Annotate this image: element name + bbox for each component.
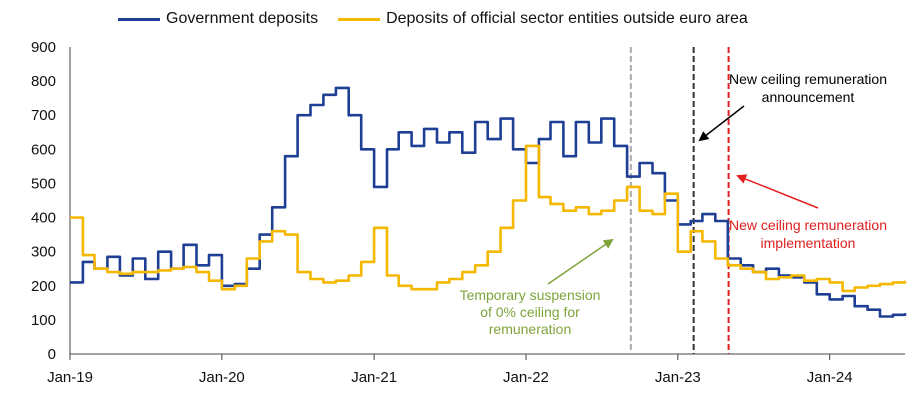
y-axis: 0 100 200 300 400 500 600 700 800 900	[31, 39, 71, 363]
annotations: New ceiling remuneration announcement New …	[460, 71, 887, 337]
implementation-annotation: New ceiling remuneration implementation	[729, 217, 887, 251]
y-tick-label: 400	[31, 210, 56, 227]
y-tick-label: 700	[31, 107, 56, 124]
event-lines	[629, 47, 730, 354]
legend-item-official-sector: Deposits of official sector entities out…	[338, 10, 748, 28]
legend-swatch-government	[118, 17, 160, 21]
x-tick-label: Jan-20	[199, 369, 245, 386]
y-tick-label: 200	[31, 278, 56, 295]
legend-item-government: Government deposits	[118, 10, 318, 28]
x-tick-label: Jan-19	[47, 369, 93, 386]
x-tick-label: Jan-21	[351, 369, 397, 386]
series-government-deposits	[70, 86, 907, 318]
legend-swatch-official-sector	[338, 17, 381, 21]
y-tick-label: 600	[31, 141, 56, 158]
y-tick-label: 800	[31, 73, 56, 90]
legend-label-government: Government deposits	[166, 10, 319, 27]
series-lines	[70, 86, 907, 318]
announcement-annotation-arrow	[698, 105, 745, 142]
legend: Government deposits Deposits of official…	[118, 10, 768, 28]
y-tick-label: 500	[31, 175, 56, 192]
y-tick-label: 100	[31, 312, 56, 329]
x-axis: Jan-19 Jan-20 Jan-21 Jan-22 Jan-23 Jan-24	[47, 353, 905, 386]
suspension-annotation-arrow	[547, 238, 614, 285]
y-tick-label: 0	[48, 346, 56, 363]
suspension-annotation: Temporary suspension of 0% ceiling for rem…	[460, 287, 601, 337]
y-tick-label: 300	[31, 244, 56, 261]
announcement-annotation: New ceiling remuneration announcement	[729, 71, 887, 105]
y-tick-label: 900	[31, 39, 56, 56]
legend-label-official-sector: Deposits of official sector entities out…	[386, 10, 748, 27]
x-tick-label: Jan-22	[503, 369, 549, 386]
x-tick-label: Jan-23	[655, 369, 701, 386]
x-tick-label: Jan-24	[807, 369, 853, 386]
series-official-sector-deposits	[70, 144, 907, 293]
implementation-annotation-arrow	[736, 174, 819, 209]
